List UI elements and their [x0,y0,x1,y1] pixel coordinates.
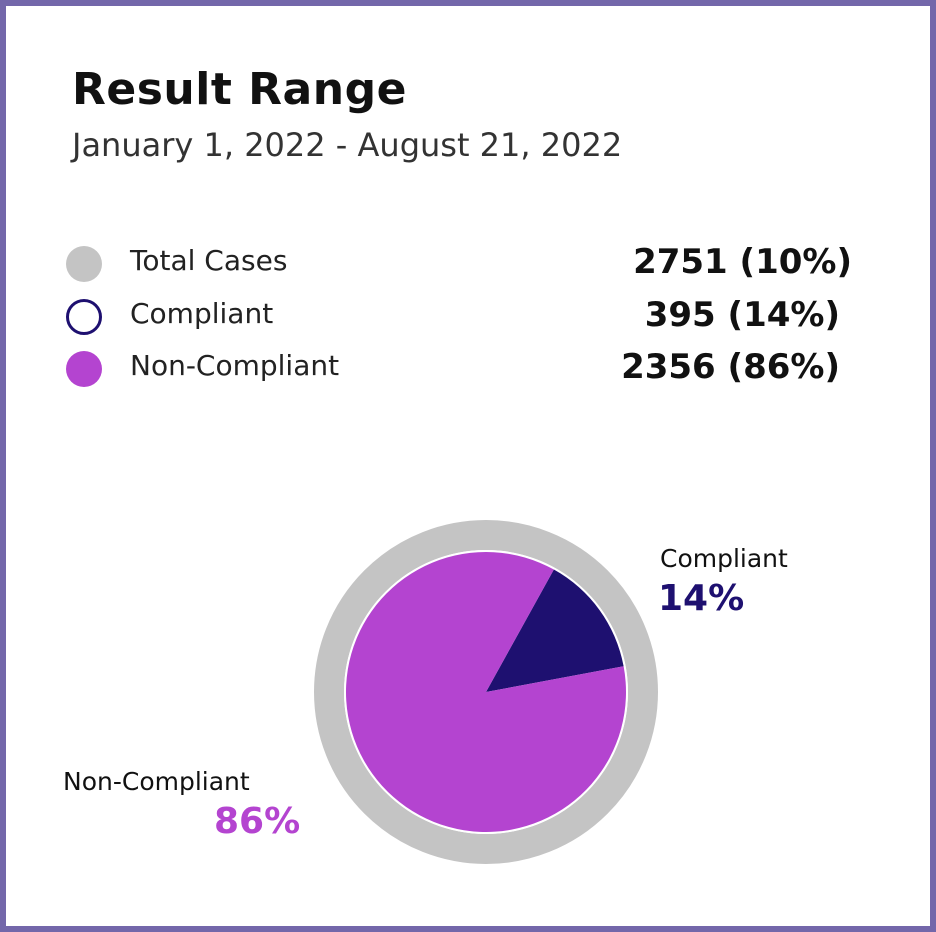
compliant-slice [486,569,624,692]
legend-value: 395 (14%) [644,295,840,335]
compliant-slice-label: Compliant [660,544,788,573]
pie-outer-ring [314,520,658,864]
non-compliant-slice [345,551,626,832]
date-range-subtitle: January 1, 2022 - August 21, 2022 [72,126,623,164]
compliant-slice-percent: 14% [658,578,745,619]
legend-value: 2356 (86%) [621,347,840,387]
legend-item-non-compliant: Non-Compliant 2356 (86%) [66,347,840,387]
legend-label: Compliant [130,297,274,330]
legend-item-total-cases: Total Cases 2751 (10%) [66,242,852,282]
non-compliant-dot-icon [66,351,102,387]
non-compliant-slice-percent: 86% [214,801,301,842]
legend-label: Total Cases [130,244,288,277]
pie-slices [344,550,628,834]
non-compliant-slice-label: Non-Compliant [63,767,250,796]
total-cases-dot-icon [66,246,102,282]
legend-item-compliant: Compliant 395 (14%) [66,295,840,335]
legend-value: 2751 (10%) [633,242,852,282]
compliant-ring-icon [66,299,102,335]
legend-label: Non-Compliant [130,349,340,382]
card-title: Result Range [72,64,407,115]
